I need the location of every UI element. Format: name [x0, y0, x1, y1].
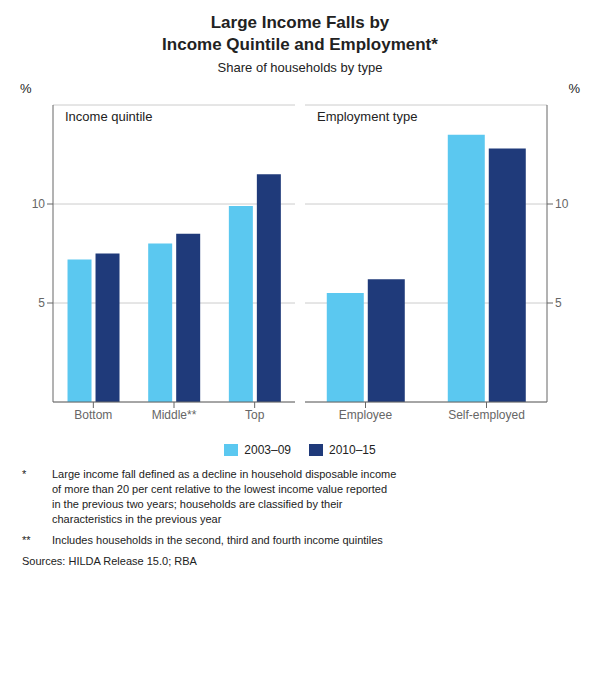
svg-text:10: 10 [32, 197, 46, 211]
html-text:Share of households by type: Share of households by type [217, 60, 383, 75]
svg-text:10: 10 [555, 197, 569, 211]
svg-text:Middle**: Middle** [152, 408, 197, 422]
html-text:Income Quintile and Employment: Income Quintile and Employment* [162, 35, 438, 54]
html-text:2003–09: 2003–09 [244, 443, 291, 457]
html-text:Sources: HILDA Release 15.0; R: Sources: HILDA Release 15.0; RBA [22, 555, 197, 567]
svg-text:Employee: Employee [339, 408, 393, 422]
html-text:characteristics in the previou: characteristics in the previous year [52, 513, 222, 525]
html-text:2010–15: 2010–15 [329, 443, 376, 457]
svg-text:Top: Top [245, 408, 265, 422]
html-text:in the previous two years; hou: in the previous two years; households ar… [52, 498, 343, 510]
svg-text:5: 5 [38, 296, 45, 310]
html-text:Income quintile: Income quintile [65, 109, 153, 124]
html-text:Large Income Falls by: Large Income Falls by [210, 13, 390, 32]
html-text:Includes households in the sec: Includes households in the second, third… [52, 534, 383, 546]
html-text:Employment type: Employment type [317, 109, 418, 124]
svg-text:5: 5 [555, 296, 562, 310]
svg-text:Self-employed: Self-employed [448, 408, 525, 422]
svg-text:Bottom: Bottom [74, 408, 112, 422]
html-text:of more than 20 per cent relat: of more than 20 per cent relative to the… [52, 483, 388, 495]
html-text:Large income fall defined as a: Large income fall defined as a decline i… [52, 468, 397, 480]
